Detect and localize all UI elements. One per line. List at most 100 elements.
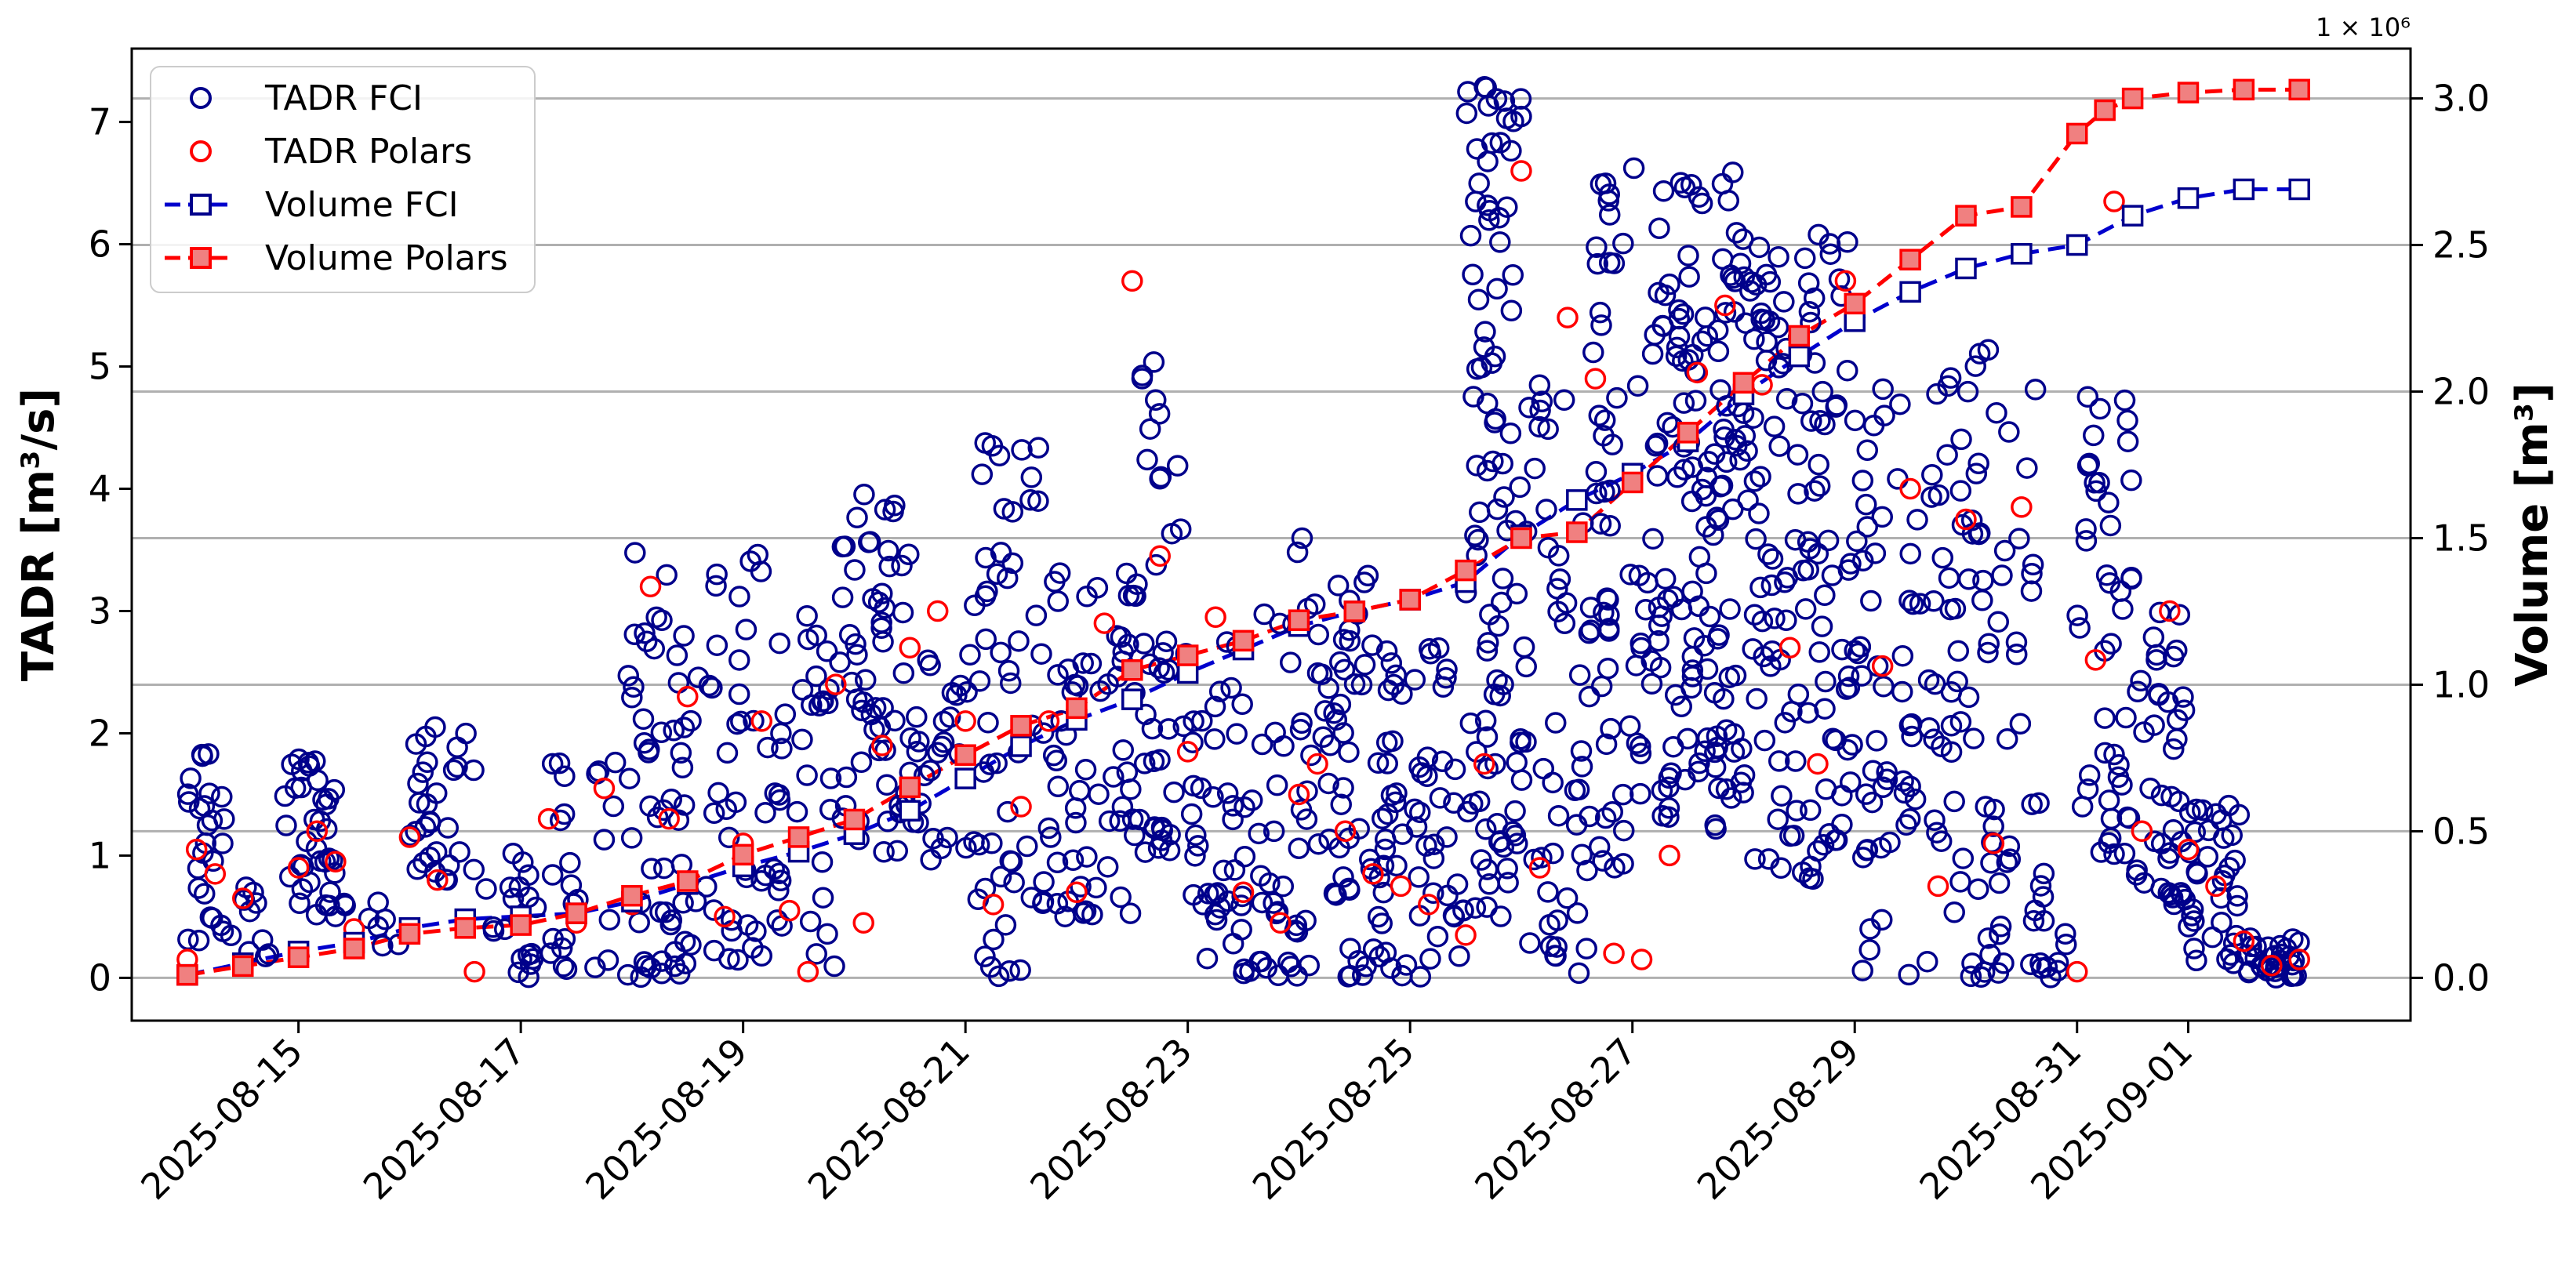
tadr-fci-point (1743, 604, 1766, 626)
tadr-fci-point (1753, 645, 1775, 668)
tadr-fci-point (728, 649, 750, 671)
tadr-fci-point (414, 816, 437, 838)
tadr-polars-point (1093, 612, 1116, 634)
tadr-polars-point (825, 673, 847, 695)
tadr-fci-point (1553, 612, 1576, 634)
tadr-fci-point (1952, 847, 1975, 869)
tadr-fci-point (1470, 849, 1492, 871)
tadr-fci-point (2264, 945, 2286, 967)
tadr-fci-point (1768, 246, 1789, 268)
tadr-fci-point (1673, 459, 1695, 481)
y-left-tick-label: 6 (89, 223, 111, 266)
tadr-fci-point (1180, 803, 1203, 825)
tadr-fci-point (540, 942, 562, 964)
volume-polars-marker (954, 744, 976, 766)
tadr-fci-point (1696, 325, 1719, 347)
tadr-fci-point (1477, 392, 1499, 415)
tadr-fci-point (602, 795, 625, 818)
volume-polars-marker (621, 884, 643, 907)
tadr-fci-point (288, 748, 310, 771)
tadr-fci-point (437, 817, 459, 839)
tadr-fci-point (2160, 785, 2182, 808)
tadr-fci-point (1906, 509, 1928, 531)
tadr-fci-point (1479, 604, 1501, 626)
legend: TADR FCI TADR Polars Volume FCI Volume P… (150, 66, 536, 293)
tadr-fci-point (1681, 659, 1704, 681)
tadr-fci-point (254, 945, 277, 967)
tadr-fci-point (180, 767, 202, 789)
tadr-fci-point (1923, 589, 1945, 612)
tadr-fci-point (1374, 838, 1397, 861)
tadr-fci-point (634, 622, 656, 644)
tadr-fci-point (1703, 682, 1726, 704)
tadr-fci-point (1669, 172, 1692, 194)
tadr-polars-point (1557, 307, 1579, 328)
tadr-fci-point (1081, 903, 1103, 926)
tadr-fci-point (1432, 676, 1455, 698)
tadr-fci-point (1774, 571, 1796, 593)
tadr-fci-point (1902, 593, 1924, 615)
tadr-fci-point (2150, 784, 2173, 807)
tadr-fci-point (1386, 854, 1408, 877)
tadr-fci-point (1904, 788, 1927, 811)
tadr-fci-point (1814, 584, 1836, 606)
volume-fci-marker (2066, 234, 2088, 256)
tadr-fci-point (1027, 437, 1049, 459)
tadr-fci-point (1708, 777, 1730, 800)
tadr-fci-point (1524, 457, 1546, 480)
tadr-fci-point (1484, 753, 1506, 775)
tadr-fci-point (1391, 683, 1413, 705)
tadr-fci-point (1408, 866, 1430, 888)
tadr-fci-point (703, 802, 725, 825)
tadr-polars-point (2131, 820, 2153, 842)
tadr-fci-point (1037, 817, 1060, 840)
volume-polars-marker (1232, 629, 1255, 652)
tadr-fci-point (1126, 573, 1148, 595)
tadr-fci-point (1500, 140, 1522, 162)
tadr-fci-point (1462, 263, 1484, 286)
tadr-fci-point (502, 842, 525, 865)
tadr-fci-point (1020, 466, 1043, 488)
tadr-fci-point (1288, 837, 1310, 859)
tadr-fci-point (641, 858, 663, 880)
tadr-polars-point (1528, 857, 1551, 879)
tadr-fci-point (2076, 386, 2099, 408)
y-left-tick-label: 2 (89, 712, 111, 754)
tadr-fci-point (1448, 945, 1470, 967)
tadr-fci-point (2185, 949, 2207, 972)
tadr-fci-point (1688, 595, 1710, 618)
tadr-fci-point (805, 624, 827, 647)
tadr-fci-point (1565, 814, 1588, 836)
tadr-fci-point (1677, 727, 1699, 750)
tadr-fci-point (307, 769, 329, 792)
tadr-fci-point (2098, 492, 2120, 513)
tadr-fci-point (1593, 409, 1616, 431)
tadr-fci-point (1998, 835, 2021, 858)
y-left-axis-title: TADR [m³/s] (13, 388, 64, 681)
tadr-fci-point (1070, 876, 1092, 898)
volume-polars-marker (1176, 644, 1199, 666)
tadr-fci-point (1144, 389, 1167, 412)
tadr-fci-point (1949, 711, 1972, 733)
tadr-fci-point (1338, 741, 1360, 764)
tadr-fci-point (449, 841, 471, 863)
tadr-fci-point (1590, 173, 1612, 195)
tadr-fci-point (2069, 617, 2091, 639)
tadr-fci-point (1072, 652, 1094, 674)
tadr-fci-point (1812, 833, 1835, 856)
tadr-polars-point (1778, 637, 1801, 659)
tadr-fci-point (1152, 642, 1174, 664)
tadr-fci-point (1230, 919, 1252, 941)
tadr-fci-point (873, 841, 895, 863)
tadr-fci-point (1590, 513, 1612, 535)
tadr-fci-point (1989, 923, 2011, 945)
tadr-fci-point (1755, 350, 1778, 372)
tadr-fci-point (1504, 800, 1526, 822)
tadr-fci-point (831, 535, 854, 558)
tadr-fci-point (1640, 650, 1662, 672)
tadr-fci-point (1096, 856, 1119, 878)
tadr-fci-point (727, 949, 749, 971)
tadr-fci-point (1537, 881, 1559, 903)
tadr-fci-point (1513, 636, 1535, 658)
tadr-fci-point (1486, 278, 1508, 300)
